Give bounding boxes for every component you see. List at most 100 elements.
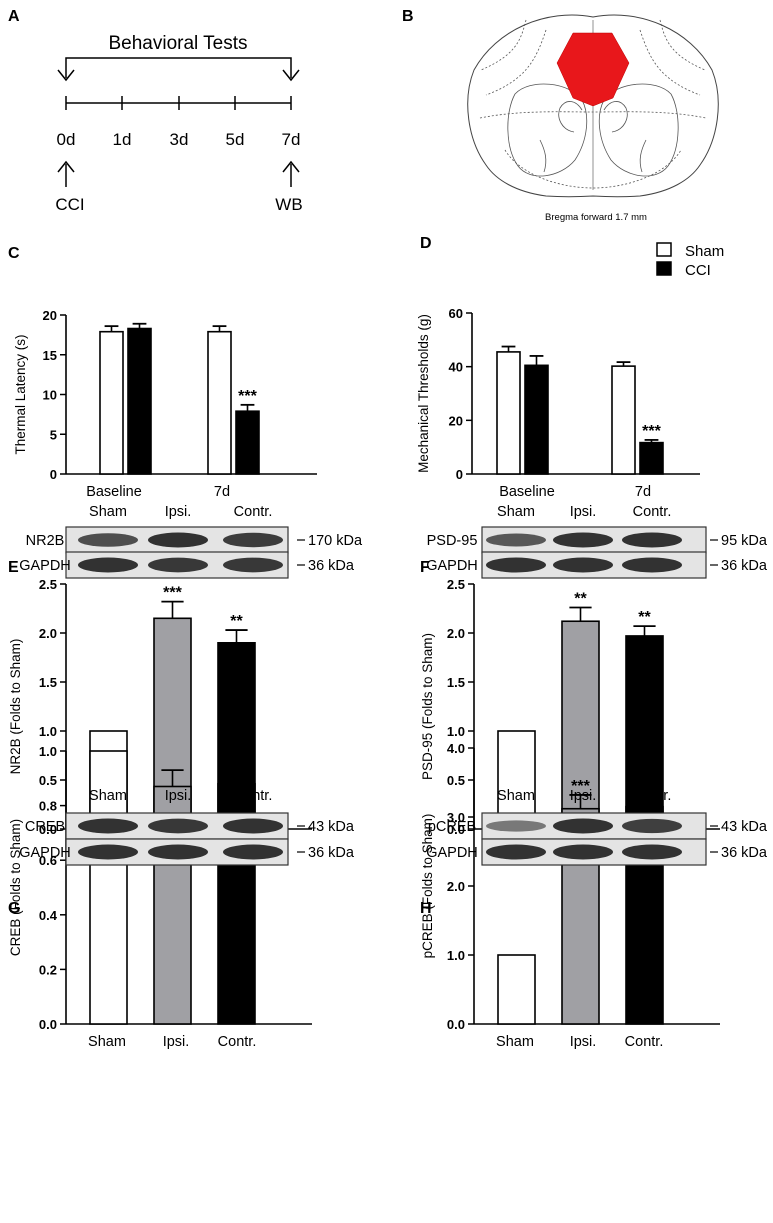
e-blot-lane-label-1: Ipsi. bbox=[165, 504, 192, 520]
h-blot-lane-label-1: Ipsi. bbox=[570, 788, 597, 804]
h-blot-lane-label-0: Sham bbox=[497, 788, 535, 804]
h-x-label-0: Sham bbox=[496, 1034, 534, 1050]
blot-e: Sham Ipsi. Contr. NR2B 170 kDa GAPDH 36 kDa bbox=[19, 504, 363, 579]
f-y-axis-label: PSD-95 (Folds to Sham) bbox=[420, 633, 435, 780]
c-ytick-label-4: 20 bbox=[43, 308, 57, 323]
h-blot-band-1-2 bbox=[622, 844, 682, 860]
f-blot-lane-label-2: Contr. bbox=[633, 504, 672, 520]
e-blot-band-0-1 bbox=[148, 532, 208, 548]
d-ytick-label-3: 60 bbox=[449, 306, 463, 321]
h-ytick-label-3: 3.0 bbox=[447, 810, 465, 825]
g-blot-kda-0: 43 kDa bbox=[308, 819, 355, 835]
g-ytick-label-4: 0.8 bbox=[39, 799, 57, 814]
g-ytick-label-1: 0.2 bbox=[39, 962, 57, 977]
h-blot-band-0-2 bbox=[622, 818, 682, 834]
h-ytick-label-4: 4.0 bbox=[447, 741, 465, 756]
h-bar-1-significance: *** bbox=[571, 778, 590, 795]
panel-e-letter: E bbox=[8, 559, 19, 576]
h-blot-kda-0: 43 kDa bbox=[721, 819, 768, 835]
f-blot-kda-0: 95 kDa bbox=[721, 533, 768, 549]
g-blot-band-0-1 bbox=[148, 818, 208, 834]
panel-d-letter: D bbox=[420, 235, 432, 252]
e-blot-band-1-1 bbox=[148, 557, 208, 573]
h-bar-0 bbox=[497, 954, 536, 1025]
h-bar-2-significance: *** bbox=[635, 770, 654, 787]
behavioral-tests-bracket bbox=[65, 57, 292, 78]
g-blot-band-1-1 bbox=[148, 844, 208, 860]
g-ytick-label-2: 0.4 bbox=[39, 908, 58, 923]
e-ytick-label-0: 0.0 bbox=[39, 822, 57, 837]
legend-swatch-sham bbox=[656, 242, 672, 257]
g-blot-lane-label-1: Ipsi. bbox=[165, 788, 192, 804]
c-ytick-label-0: 0 bbox=[50, 467, 57, 482]
f-ytick-label-3: 1.5 bbox=[447, 675, 465, 690]
f-ytick-label-4: 2.0 bbox=[447, 626, 465, 641]
h-y-axis-label: pCREB (Folds to Sham) bbox=[420, 814, 435, 959]
e-blot-lane-label-2: Contr. bbox=[234, 504, 273, 520]
day-label-0: 0d bbox=[57, 130, 76, 149]
chart-g: G 0.0 0.2 0.4 0.6 0.8 1.0 CREB (Folds to Sham) S… bbox=[8, 744, 312, 1050]
panel-f-letter: F bbox=[420, 559, 430, 576]
h-blot-band-1-0 bbox=[486, 844, 546, 860]
e-y-axis-label: NR2B (Folds to Sham) bbox=[8, 639, 23, 775]
g-blot-band-1-2 bbox=[223, 844, 283, 860]
f-blot-band-0-0 bbox=[486, 533, 546, 547]
legend-swatch-cci bbox=[656, 261, 672, 276]
g-ytick-label-3: 0.6 bbox=[39, 853, 57, 868]
e-ytick-label-5: 2.5 bbox=[39, 577, 57, 592]
blot-g: Sham Ipsi. Contr. CREB 43 kDa GAPDH 36 kDa bbox=[19, 788, 355, 866]
bregma-caption: Bregma forward 1.7 mm bbox=[545, 212, 647, 223]
wb-arrow-head bbox=[282, 160, 300, 173]
h-x-label-1: Ipsi. bbox=[570, 1034, 597, 1050]
panel-a: A Behavioral Tests 0d 1d 3d 5d 7d CCI WB bbox=[8, 8, 303, 214]
c-bar-cci-1 bbox=[235, 410, 260, 475]
bracket-arrow-left bbox=[57, 69, 75, 82]
f-blot-band-0-2 bbox=[622, 532, 682, 548]
f-blot-lane-label-1: Ipsi. bbox=[570, 504, 597, 520]
d-x-label-0: Baseline bbox=[499, 484, 555, 500]
h-blot-row-label-0: pCREB bbox=[428, 819, 476, 835]
legend-label-sham: Sham bbox=[685, 243, 724, 260]
e-blot-band-1-0 bbox=[78, 557, 138, 573]
e-bar-1-significance: *** bbox=[163, 585, 182, 602]
panel-c-letter: C bbox=[8, 245, 20, 262]
f-blot-row-label-1: GAPDH bbox=[426, 558, 478, 574]
f-blot-lane-label-0: Sham bbox=[497, 504, 535, 520]
f-blot-band-1-1 bbox=[553, 557, 613, 573]
g-y-axis-label: CREB (Folds to Sham) bbox=[8, 819, 23, 956]
e-ytick-label-4: 2.0 bbox=[39, 626, 57, 641]
h-ytick-label-0: 0.0 bbox=[447, 1017, 465, 1032]
g-blot-band-0-2 bbox=[223, 818, 283, 834]
e-blot-row-label-1: GAPDH bbox=[19, 558, 71, 574]
chart-c: C 0 5 10 15 20 Thermal Latency (s) Baseline 7d **… bbox=[8, 245, 317, 500]
h-blot-band-0-1 bbox=[553, 818, 613, 834]
e-ytick-label-3: 1.5 bbox=[39, 675, 57, 690]
c-bar-cci-1-significance: *** bbox=[238, 388, 257, 405]
day-label-5: 5d bbox=[226, 130, 245, 149]
g-x-label-0: Sham bbox=[88, 1034, 126, 1050]
c-bar-sham-0 bbox=[99, 330, 124, 475]
h-ytick-label-1: 1.0 bbox=[447, 948, 465, 963]
d-y-axis-label: Mechanical Thresholds (g) bbox=[416, 314, 431, 473]
f-blot-band-1-0 bbox=[486, 557, 546, 573]
panel-b-letter: B bbox=[402, 8, 414, 25]
wb-label: WB bbox=[275, 195, 302, 214]
d-ytick-label-0: 0 bbox=[456, 467, 463, 482]
c-x-label-0: Baseline bbox=[86, 484, 142, 500]
d-ytick-label-2: 40 bbox=[449, 360, 463, 375]
f-ytick-label-0: 0.0 bbox=[447, 822, 465, 837]
blot-h: Sham Ipsi. Contr. pCREB 43 kDa GAPDH 36 kDa bbox=[426, 788, 768, 866]
h-blot-row-label-1: GAPDH bbox=[426, 845, 478, 861]
d-bar-sham-0 bbox=[496, 351, 521, 475]
c-ytick-label-2: 10 bbox=[43, 388, 57, 403]
c-y-axis-label: Thermal Latency (s) bbox=[13, 334, 28, 454]
d-bar-cci-0 bbox=[524, 364, 549, 475]
g-blot-kda-1: 36 kDa bbox=[308, 845, 355, 861]
e-blot-band-0-2 bbox=[223, 532, 283, 548]
panel-h-letter: H bbox=[420, 900, 432, 917]
g-bar-0 bbox=[89, 750, 128, 1025]
behavioral-tests-title: Behavioral Tests bbox=[108, 33, 247, 54]
panel-a-letter: A bbox=[8, 8, 20, 25]
day-label-7: 7d bbox=[282, 130, 301, 149]
